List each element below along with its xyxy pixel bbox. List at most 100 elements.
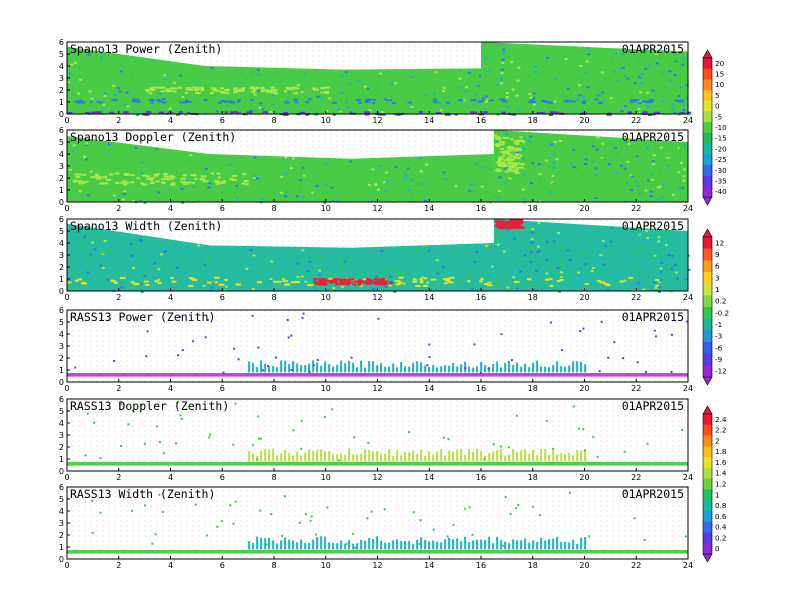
feature-lightgreen	[171, 175, 176, 178]
band-column	[580, 361, 583, 373]
speckle	[478, 75, 482, 78]
x-tick-label: 18	[528, 561, 538, 570]
speckle	[184, 113, 188, 116]
speckle	[155, 148, 159, 151]
feature-red	[509, 220, 514, 223]
speckle	[550, 181, 554, 184]
speckle	[442, 86, 446, 89]
feature-lightgreen	[495, 138, 502, 141]
speckle	[419, 170, 423, 173]
y-tick-label: 5	[59, 227, 64, 236]
speckle	[651, 171, 655, 174]
speckle	[69, 89, 73, 92]
band-column	[456, 449, 459, 462]
colorbar-label: -1	[715, 320, 722, 329]
speckle	[532, 92, 536, 95]
feature-lightgreen	[75, 176, 81, 179]
feature-lightgreen	[517, 157, 521, 160]
feature-lightgreen	[510, 147, 516, 150]
speckle	[371, 168, 375, 171]
speckle	[468, 189, 472, 192]
speckle	[372, 174, 376, 177]
feature-lightgreen	[293, 92, 299, 95]
feature-yellow	[328, 277, 334, 280]
speckle	[578, 84, 582, 87]
speckle	[551, 254, 555, 257]
band-column	[268, 537, 271, 550]
feature-yellow	[655, 279, 660, 282]
feature-purple	[686, 111, 692, 114]
feature-lightgreen	[242, 173, 247, 176]
band-column	[520, 450, 523, 462]
speckle	[143, 201, 147, 204]
feature-red	[516, 222, 521, 225]
speckle	[366, 87, 370, 90]
speckle	[168, 107, 172, 110]
speckle	[139, 240, 143, 243]
scatter-point	[261, 369, 264, 372]
scatter-point	[310, 515, 313, 518]
band-column	[432, 454, 435, 462]
feature-lightgreen	[514, 162, 521, 165]
speckle	[72, 273, 76, 276]
scatter-point	[161, 510, 164, 513]
feature-lightgreen	[160, 90, 165, 93]
band-column	[452, 539, 455, 550]
band-column	[372, 451, 375, 462]
scatter-point	[281, 534, 284, 537]
speckle	[328, 97, 332, 100]
speckle	[103, 92, 107, 95]
band-green	[67, 462, 688, 466]
speckle	[516, 287, 520, 290]
feature-lightgreen	[182, 174, 187, 177]
speckle	[181, 201, 185, 204]
band-column	[556, 361, 559, 373]
speckle	[638, 283, 642, 286]
panel-date: 01APR2015	[622, 399, 684, 413]
feature-lightgreen	[169, 177, 173, 180]
band-column	[380, 363, 383, 373]
band-column	[576, 361, 579, 373]
speckle	[549, 193, 553, 196]
speckle	[142, 283, 146, 286]
feature-red	[343, 280, 348, 283]
speckle	[675, 277, 679, 280]
speckle	[579, 257, 583, 260]
speckle	[91, 146, 95, 149]
feature-lightgreen	[498, 158, 504, 161]
y-tick-label: 4	[59, 419, 64, 428]
scatter-point	[233, 347, 236, 350]
speckle	[204, 167, 208, 170]
feature-blue	[638, 101, 642, 104]
band-column	[572, 539, 575, 550]
speckle	[642, 288, 646, 291]
x-tick-label: 0	[64, 116, 69, 125]
y-tick-label: 0	[59, 287, 64, 296]
speckle	[589, 281, 593, 284]
feature-lightgreen	[496, 170, 500, 173]
speckle	[163, 74, 167, 77]
speckle	[319, 96, 323, 99]
x-tick-label: 4	[168, 473, 173, 482]
speckle	[454, 185, 458, 188]
speckle	[84, 144, 88, 147]
colorbar-bottom-arrow	[702, 196, 713, 206]
speckle	[295, 195, 299, 198]
speckle	[633, 82, 637, 85]
feature-purple	[470, 111, 475, 114]
speckle	[527, 160, 531, 163]
band-column	[540, 448, 543, 462]
band-column	[292, 540, 295, 550]
speckle	[516, 144, 520, 147]
speckle	[674, 60, 678, 63]
band-column	[300, 539, 303, 550]
speckle	[537, 163, 541, 166]
scatter-point	[131, 409, 134, 412]
feature-red	[369, 281, 374, 284]
speckle	[78, 263, 82, 266]
scatter-point	[130, 509, 133, 512]
feature-lightgreen	[200, 175, 207, 178]
speckle	[650, 173, 654, 176]
feature-yellow	[424, 277, 428, 280]
band-column	[320, 536, 323, 550]
